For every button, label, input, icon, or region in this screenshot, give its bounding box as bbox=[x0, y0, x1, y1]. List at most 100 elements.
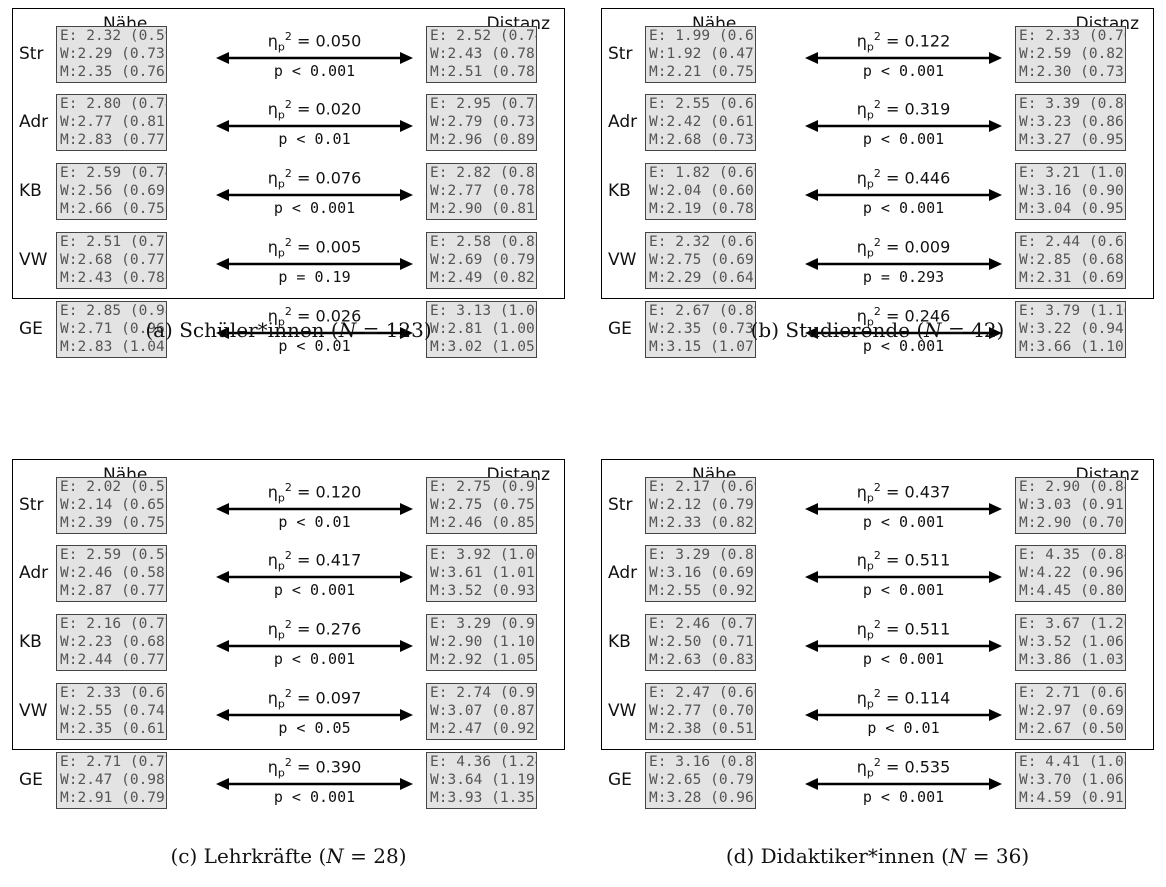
eta-symbol: η bbox=[856, 482, 867, 502]
stat-line: W:2.75 (0.75) bbox=[430, 497, 537, 513]
stat-line: M:2.92 (1.05) bbox=[430, 652, 537, 668]
eta-subscript: p bbox=[866, 315, 874, 329]
stat-line: E: 2.46 (0.71) bbox=[649, 616, 755, 632]
eta-subscript: p bbox=[277, 40, 285, 54]
p-value: p < 0.001 bbox=[862, 130, 945, 148]
stats-box-distanz: E: 3.39 (0.86) W:3.23 (0.86) M:3.27 (0.95) bbox=[1015, 94, 1126, 151]
row-label: KB bbox=[608, 632, 631, 652]
stats-box-naehe: E: 2.02 (0.51) W:2.14 (0.65) M:2.39 (0.75) bbox=[56, 477, 167, 534]
row-label: VW bbox=[19, 250, 48, 270]
stat-line: E: 2.33 (0.61) bbox=[60, 685, 166, 701]
arrow-container bbox=[216, 707, 413, 723]
effect-size: ηp2 = 0.050 bbox=[216, 30, 413, 54]
stats-box-naehe: E: 2.80 (0.78) W:2.77 (0.81) M:2.83 (0.77) bbox=[56, 94, 167, 151]
double-arrow-icon bbox=[216, 709, 413, 721]
stats-box-distanz: E: 2.82 (0.82) W:2.77 (0.78) M:2.90 (0.81) bbox=[426, 163, 537, 220]
effect-size: ηp2 = 0.005 bbox=[216, 236, 413, 260]
double-arrow-icon bbox=[216, 503, 413, 515]
stat-line: M:2.35 (0.76) bbox=[60, 64, 167, 80]
p-value: p < 0.001 bbox=[273, 650, 356, 668]
stat-line: W:2.69 (0.79) bbox=[430, 252, 537, 268]
stat-line: E: 2.51 (0.71) bbox=[60, 234, 166, 250]
eta-superscript: 2 bbox=[284, 167, 292, 180]
stat-line: M:2.47 (0.92) bbox=[430, 721, 537, 737]
p-value: p < 0.001 bbox=[273, 62, 356, 80]
stat-line: E: 2.95 (0.75) bbox=[430, 96, 536, 112]
eta-value: = 0.437 bbox=[880, 482, 951, 502]
stats-box-naehe: E: 2.16 (0.77) W:2.23 (0.68) M:2.44 (0.77) bbox=[56, 614, 167, 671]
p-value: p < 0.001 bbox=[273, 788, 356, 806]
stats-box-distanz: E: 3.21 (1.03) W:3.16 (0.90) M:3.04 (0.95) bbox=[1015, 163, 1126, 220]
stat-line: W:2.42 (0.61) bbox=[649, 114, 756, 130]
eta-superscript: 2 bbox=[284, 687, 292, 700]
double-arrow-icon bbox=[216, 640, 413, 652]
stats-box-naehe: E: 2.32 (0.59) W:2.29 (0.73) M:2.35 (0.76) bbox=[56, 26, 167, 83]
eta-value: = 0.319 bbox=[880, 99, 951, 119]
p-value: p < 0.001 bbox=[862, 788, 945, 806]
stat-line: M:2.96 (0.89) bbox=[430, 132, 537, 148]
effect-size: ηp2 = 0.076 bbox=[216, 167, 413, 191]
p-value: p < 0.001 bbox=[862, 513, 945, 531]
arrow-container bbox=[805, 569, 1002, 585]
stat-line: W:2.35 (0.73) bbox=[649, 321, 756, 337]
stats-box-naehe: E: 2.33 (0.61) W:2.55 (0.74) M:2.35 (0.61) bbox=[56, 683, 167, 740]
arrow-container bbox=[216, 776, 413, 792]
eta-symbol: η bbox=[856, 31, 867, 51]
effect-size: ηp2 = 0.026 bbox=[216, 305, 413, 329]
stat-line: M:2.67 (0.50) bbox=[1019, 721, 1126, 737]
stats-box-distanz: E: 2.58 (0.83) W:2.69 (0.79) M:2.49 (0.82) bbox=[426, 232, 537, 289]
eta-superscript: 2 bbox=[284, 305, 292, 318]
caption-n: N bbox=[338, 318, 357, 342]
eta-subscript: p bbox=[866, 108, 874, 122]
row-label: Adr bbox=[608, 563, 638, 583]
stat-line: E: 3.39 (0.86) bbox=[1019, 96, 1125, 112]
stat-line: W:2.46 (0.58) bbox=[60, 565, 167, 581]
stat-line: E: 3.29 (0.81) bbox=[649, 547, 755, 563]
p-value: p < 0.001 bbox=[273, 581, 356, 599]
eta-symbol: η bbox=[856, 306, 867, 326]
stats-box-naehe: E: 3.29 (0.81) W:3.16 (0.69) M:2.55 (0.92) bbox=[645, 545, 756, 602]
panel-caption: (b) Studierende (N = 42) bbox=[601, 318, 1154, 342]
eta-value: = 0.122 bbox=[880, 31, 951, 51]
eta-symbol: η bbox=[267, 482, 278, 502]
double-arrow-icon bbox=[805, 258, 1002, 270]
row-label: KB bbox=[19, 181, 42, 201]
row-label: GE bbox=[608, 770, 632, 790]
stat-line: E: 2.85 (0.98) bbox=[60, 303, 166, 319]
double-arrow-icon bbox=[805, 778, 1002, 790]
caption-text: (a) Schüler*innen ( bbox=[145, 318, 339, 342]
stats-box-distanz: E: 2.52 (0.74) W:2.43 (0.78) M:2.51 (0.78) bbox=[426, 26, 537, 83]
row-label: GE bbox=[608, 319, 632, 339]
arrow-container bbox=[216, 50, 413, 66]
eta-superscript: 2 bbox=[284, 481, 292, 494]
effect-size: ηp2 = 0.417 bbox=[216, 549, 413, 573]
stat-line: M:3.52 (0.93) bbox=[430, 583, 537, 599]
stat-line: M:2.83 (1.04) bbox=[60, 339, 167, 355]
eta-symbol: η bbox=[856, 237, 867, 257]
stat-line: E: 2.47 (0.60) bbox=[649, 685, 755, 701]
eta-subscript: p bbox=[277, 177, 285, 191]
double-arrow-icon bbox=[216, 258, 413, 270]
stat-line: E: 2.75 (0.98) bbox=[430, 479, 536, 495]
stat-line: E: 3.67 (1.20) bbox=[1019, 616, 1125, 632]
stat-line: M:2.90 (0.70) bbox=[1019, 515, 1126, 531]
row-label: KB bbox=[608, 181, 631, 201]
eta-subscript: p bbox=[277, 491, 285, 505]
stats-box-naehe: E: 2.67 (0.89) W:2.35 (0.73) M:3.15 (1.07) bbox=[645, 301, 756, 358]
stat-line: W:2.12 (0.79) bbox=[649, 497, 756, 513]
stats-box-distanz: E: 3.79 (1.16) W:3.22 (0.94) M:3.66 (1.10) bbox=[1015, 301, 1126, 358]
eta-value: = 0.009 bbox=[880, 237, 951, 257]
effect-size: ηp2 = 0.437 bbox=[805, 481, 1002, 505]
effect-size: ηp2 = 0.511 bbox=[805, 618, 1002, 642]
p-value: p < 0.001 bbox=[862, 62, 945, 80]
effect-size: ηp2 = 0.009 bbox=[805, 236, 1002, 260]
eta-value: = 0.511 bbox=[880, 619, 951, 639]
stat-line: E: 2.44 (0.63) bbox=[1019, 234, 1125, 250]
panel-caption: (c) Lehrkräfte (N = 28) bbox=[12, 844, 565, 868]
stat-line: M:2.83 (0.77) bbox=[60, 132, 167, 148]
stat-line: W:3.22 (0.94) bbox=[1019, 321, 1126, 337]
arrow-container bbox=[216, 569, 413, 585]
stat-line: E: 2.71 (0.60) bbox=[1019, 685, 1125, 701]
panel-caption: (d) Didaktiker*innen (N = 36) bbox=[601, 844, 1154, 868]
